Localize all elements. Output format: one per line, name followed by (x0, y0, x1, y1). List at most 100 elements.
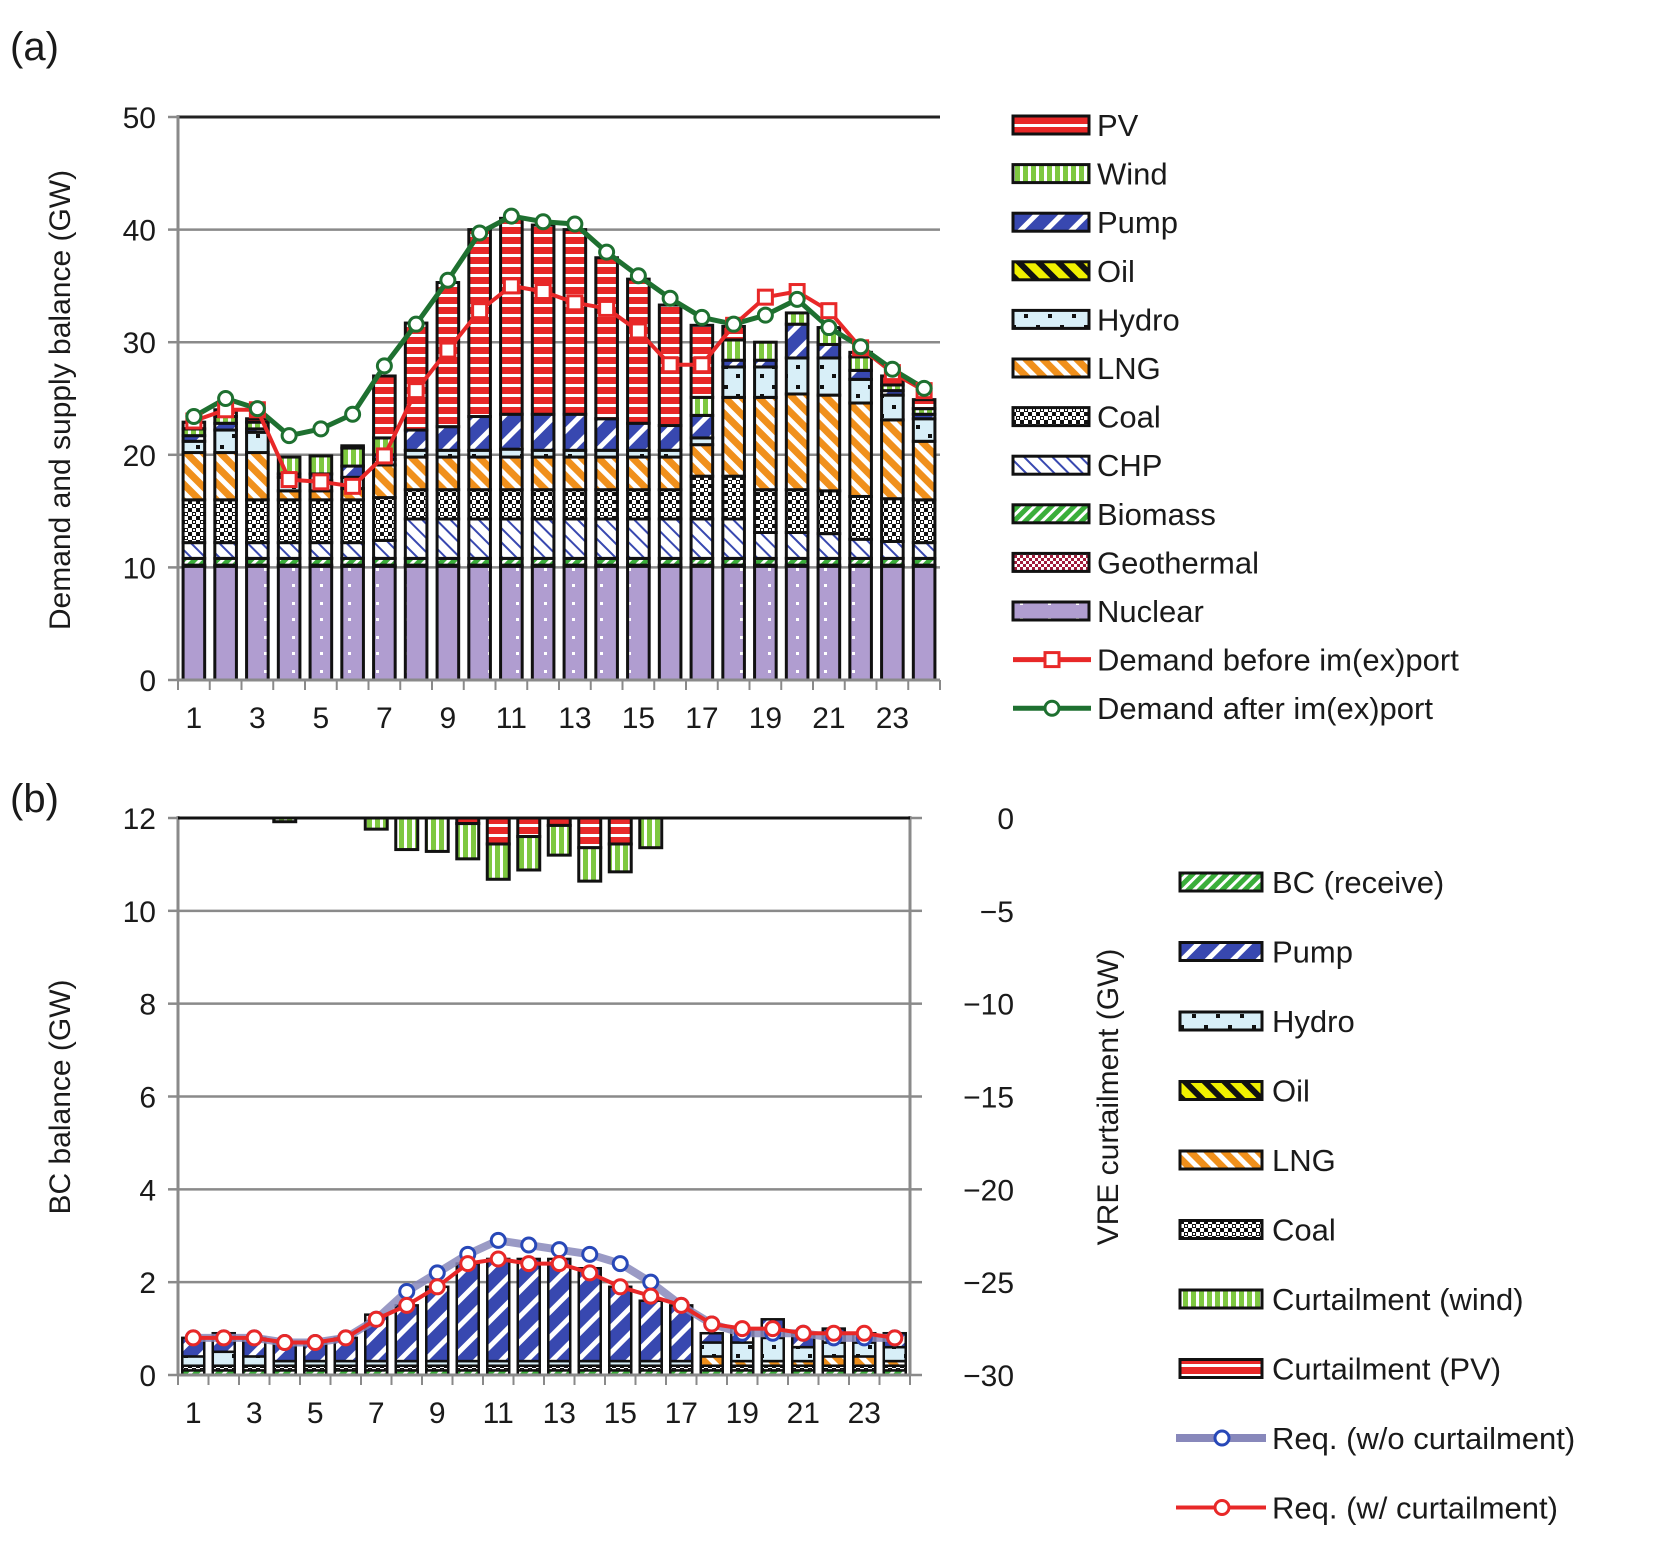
legend-a-label: Wind (1097, 157, 1168, 192)
a-bar-coal (880, 497, 905, 544)
a-bar-hydro (911, 417, 937, 443)
a-bar-lng (594, 455, 619, 492)
b-marker-req_w (550, 1255, 568, 1273)
b-line-req_w (193, 1256, 896, 1345)
b-line-req_wo (193, 1236, 895, 1347)
a-bar-nuclear (530, 564, 556, 682)
legend-b-label: Curtailment (PV) (1272, 1352, 1501, 1387)
a-bar-pump (499, 412, 524, 451)
a-bar-lng (562, 455, 588, 492)
b-y2label: VRE curtailment (GW) (1092, 949, 1125, 1246)
a-marker-demand_before (756, 288, 774, 306)
a-marker-demand_after (852, 338, 870, 356)
legend-a-label: Demand before im(ex)port (1097, 643, 1459, 678)
a-bar-pump (340, 464, 365, 479)
legend-a-swatch-coal (1011, 406, 1091, 428)
b-y2tick-label: −20 (963, 1174, 1014, 1207)
a-bar-chp (308, 541, 334, 560)
b-ytick-label: 0 (139, 1360, 156, 1393)
b-bar-lng (821, 1355, 846, 1367)
a-marker-demand_after (756, 306, 774, 324)
a-bar-coal (848, 494, 873, 541)
panel-label-a: (a) (10, 25, 59, 69)
a-bar-pump (689, 413, 715, 440)
b-bar-curt_wind (516, 835, 542, 872)
a-bar-lng (816, 393, 842, 493)
b-marker-req_w (489, 1250, 507, 1268)
a-marker-demand_after (661, 289, 679, 307)
a-bar-chp (626, 517, 651, 560)
a-bar-nuclear (308, 564, 334, 682)
a-bar-coal (530, 488, 556, 521)
a-bar-hydro (848, 377, 873, 405)
b-marker-req_w (886, 1329, 904, 1347)
a-xtick-label: 15 (622, 702, 655, 735)
a-bar-lng (213, 451, 238, 502)
a-bar-lng (245, 451, 270, 502)
b-marker-req_w (825, 1324, 843, 1342)
a-bar-pump (435, 425, 461, 452)
legend-a-swatch-geothermal (1011, 551, 1091, 573)
a-xtick-label: 7 (376, 702, 393, 735)
a-line-demand_after (192, 213, 926, 439)
a-bar-chp (181, 541, 207, 560)
a-xtick-label: 5 (313, 702, 330, 735)
a-marker-demand_after (629, 267, 647, 285)
a-marker-demand_after (502, 207, 520, 225)
a-bar-nuclear (181, 564, 207, 682)
a-bar-nuclear (372, 564, 397, 682)
a-bar-lng (911, 439, 937, 502)
a-bar-chp (657, 517, 683, 560)
b-marker-req_wo (428, 1264, 446, 1282)
a-bar-nuclear (911, 564, 937, 682)
b-xtick-label: 11 (483, 1397, 514, 1430)
a-xtick-label: 9 (440, 702, 457, 735)
b-bar-curt_wind (577, 846, 603, 883)
a-marker-demand_before (407, 382, 425, 400)
b-marker-req_w (215, 1329, 233, 1347)
a-bar-nuclear (848, 564, 873, 682)
legend-b-marker-req_wo (1213, 1429, 1231, 1447)
a-marker-demand_before (693, 356, 711, 374)
legend-a-label: Pump (1097, 205, 1178, 240)
a-xtick-label: 11 (496, 702, 527, 735)
a-bar-hydro (213, 428, 238, 455)
a-marker-demand_after (344, 405, 362, 423)
a-bar-pv (340, 444, 365, 450)
a-bar-pump (467, 415, 492, 452)
a-marker-demand_before (312, 473, 330, 491)
legend-b-label: Pump (1272, 935, 1353, 970)
a-ytick-label: 30 (123, 327, 156, 360)
a-bar-pump (403, 428, 429, 452)
a-bar-nuclear (689, 564, 715, 682)
legend-b-swatch-hydro (1178, 1010, 1264, 1032)
b-bars (181, 816, 907, 1377)
b-marker-req_wo (550, 1241, 568, 1259)
a-bar-coal (594, 488, 619, 521)
b-bar-pump (425, 1285, 450, 1363)
a-xtick-label: 23 (876, 702, 909, 735)
a-bar-nuclear (340, 564, 365, 682)
b-marker-req_wo (581, 1245, 599, 1263)
a-bar-wind (753, 340, 778, 362)
b-marker-req_w (184, 1329, 202, 1347)
a-bar-lng (435, 455, 461, 492)
a-ytick-label: 50 (123, 102, 156, 135)
a-xtick-label: 21 (812, 702, 845, 735)
b-bar-curt_pv (607, 816, 633, 846)
b-marker-req_w (611, 1278, 629, 1296)
legend-a-swatch-biomass (1011, 503, 1091, 525)
a-bar-lng (689, 443, 715, 478)
a-bar-chp (276, 541, 302, 560)
a-xtick-label: 13 (558, 702, 591, 735)
legend-b-swatch-bc (1178, 871, 1264, 893)
b-bar-hydro (730, 1341, 755, 1363)
legend-b-label: Req. (w/o curtailment) (1272, 1421, 1575, 1456)
legend-b-swatch-curt_wind (1178, 1288, 1264, 1310)
a-marker-demand_before (820, 302, 838, 320)
a-bar-nuclear (594, 564, 619, 682)
a-ytick-label: 0 (139, 665, 156, 698)
legend-a-label: Nuclear (1097, 594, 1204, 629)
a-marker-demand_after (280, 427, 298, 445)
